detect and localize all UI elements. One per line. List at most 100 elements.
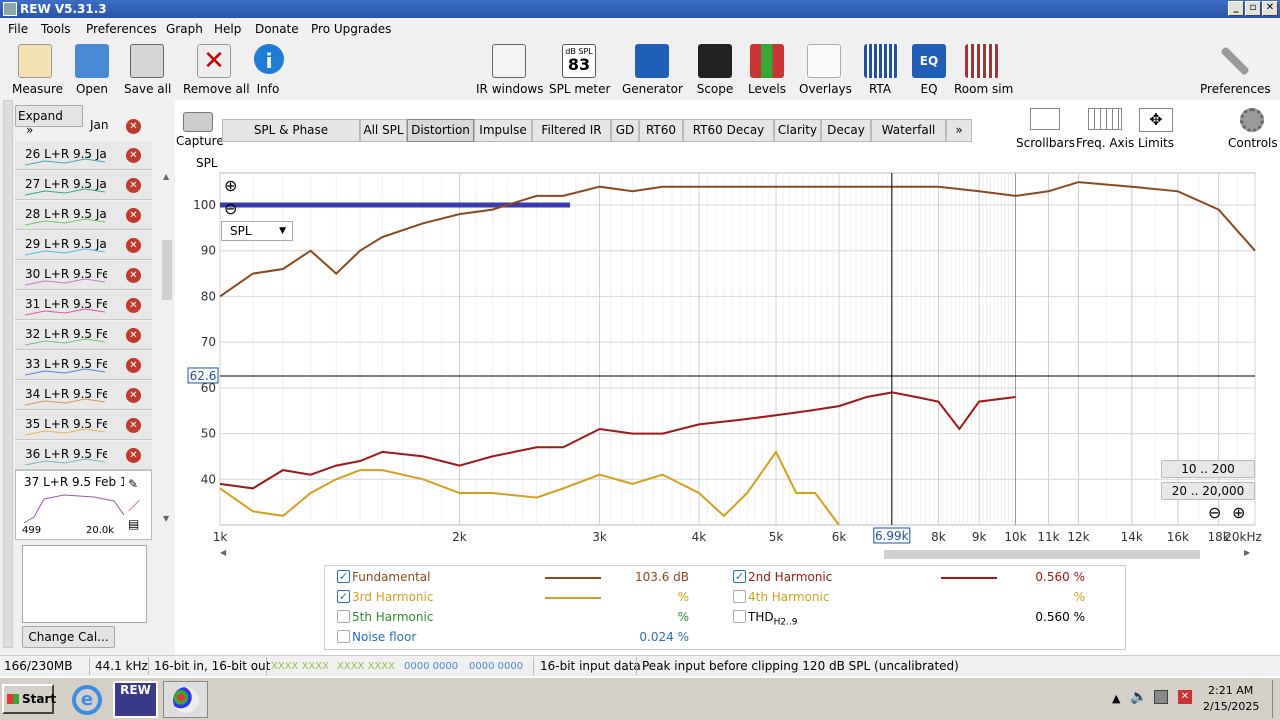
edit-icon[interactable]: ✎ <box>128 477 139 491</box>
tab-all-spl[interactable]: All SPL <box>360 119 407 142</box>
delete-measurement-icon[interactable]: ✕ <box>126 119 141 134</box>
tab-rt60-decay[interactable]: RT60 Decay <box>683 119 774 142</box>
pen-icon[interactable]: ／ <box>128 499 141 513</box>
range-10-200-button[interactable]: 10 .. 200 <box>1161 460 1255 478</box>
generator-button[interactable]: Generator <box>622 44 683 96</box>
h-scroll-thumb[interactable] <box>884 550 1200 559</box>
menu-help[interactable]: Help <box>214 22 242 36</box>
measurement-item[interactable]: 27 L+R 9.5 Jan ✕ <box>15 171 152 200</box>
measurement-item[interactable]: 30 L+R 9.5 Feb ✕ <box>15 261 152 290</box>
freq-axis-button[interactable]: Freq. Axis <box>1076 108 1134 150</box>
save-all-button[interactable]: Save all <box>124 44 171 96</box>
measurement-item[interactable]: 33 L+R 9.5 Feb ✕ <box>15 351 152 380</box>
legend-checkbox[interactable]: ✓ <box>337 590 350 603</box>
menu-preferences[interactable]: Preferences <box>86 22 157 36</box>
legend-checkbox[interactable] <box>733 590 746 603</box>
delete-measurement-icon[interactable]: ✕ <box>126 148 141 163</box>
tab-waterfall[interactable]: Waterfall <box>871 119 946 142</box>
expand-button[interactable]: Expand » <box>15 105 83 137</box>
left-scrollbar[interactable] <box>3 100 13 648</box>
paint-taskbar-button[interactable] <box>163 681 208 718</box>
notes-icon[interactable]: ▤ <box>128 517 140 531</box>
tab-gd[interactable]: GD <box>611 119 639 142</box>
change-cal-button[interactable]: Change Cal... <box>22 626 115 648</box>
network-icon[interactable] <box>1154 690 1168 704</box>
range-20-20000-button[interactable]: 20 .. 20,000 <box>1161 482 1255 500</box>
delete-measurement-icon[interactable]: ✕ <box>126 328 141 343</box>
scroll-up-icon[interactable]: ▲ <box>163 172 170 181</box>
scrollbars-button[interactable]: Scrollbars <box>1016 108 1075 150</box>
maximize-button[interactable]: ▫ <box>1245 1 1261 16</box>
action-center-icon[interactable]: ✕ <box>1178 690 1192 704</box>
tab-more[interactable]: » <box>946 119 972 142</box>
zoom-in-icon[interactable]: ⊕ <box>224 176 238 195</box>
tab-spl-phase[interactable]: SPL & Phase <box>222 119 360 142</box>
zoom-out-x-icon[interactable]: ⊖ <box>1208 503 1222 522</box>
legend-checkbox[interactable]: ✓ <box>337 570 350 583</box>
controls-button[interactable]: Controls <box>1228 108 1278 150</box>
selected-measurement[interactable]: 37 L+R 9.5 Feb 1 499 20.0k ✎ ／ ▤ <box>15 470 152 540</box>
ir-windows-button[interactable]: IR windows <box>476 44 543 96</box>
volume-icon[interactable]: 🔈 <box>1130 689 1148 705</box>
legend-checkbox[interactable] <box>733 610 746 623</box>
delete-measurement-icon[interactable]: ✕ <box>126 358 141 373</box>
menu-tools[interactable]: Tools <box>41 22 71 36</box>
eq-button[interactable]: EQ EQ <box>912 44 946 96</box>
room-sim-button[interactable]: Room sim <box>954 44 1013 96</box>
zoom-out-icon[interactable]: ⊖ <box>224 199 238 218</box>
measurement-item[interactable]: 28 L+R 9.5 Jan ✕ <box>15 201 152 230</box>
measure-button[interactable]: Measure <box>12 44 63 96</box>
measurement-item[interactable]: 32 L+R 9.5 Feb ✕ <box>15 321 152 350</box>
delete-measurement-icon[interactable]: ✕ <box>126 268 141 283</box>
overlays-button[interactable]: Overlays <box>799 44 852 96</box>
scroll-thumb[interactable] <box>162 240 172 300</box>
measurement-item[interactable]: 26 L+R 9.5 Jan ✕ <box>15 141 152 170</box>
levels-button[interactable]: Levels <box>748 44 786 96</box>
delete-measurement-icon[interactable]: ✕ <box>126 448 141 463</box>
menu-pro-upgrades[interactable]: Pro Upgrades <box>311 22 392 36</box>
capture-button[interactable]: Capture <box>176 112 224 148</box>
tab-impulse[interactable]: Impulse <box>474 119 532 142</box>
tab-clarity[interactable]: Clarity <box>774 119 821 142</box>
tab-filtered-ir[interactable]: Filtered IR <box>532 119 611 142</box>
scope-button[interactable]: Scope <box>696 44 734 96</box>
rta-button[interactable]: RTA <box>864 44 898 96</box>
tray-expand-icon[interactable]: ▲ <box>1112 692 1121 705</box>
delete-measurement-icon[interactable]: ✕ <box>126 208 141 223</box>
delete-measurement-icon[interactable]: ✕ <box>126 418 141 433</box>
measurement-item[interactable]: 35 L+R 9.5 Feb ✕ <box>15 411 152 440</box>
delete-measurement-icon[interactable]: ✕ <box>126 238 141 253</box>
menu-donate[interactable]: Donate <box>255 22 299 36</box>
notes-area[interactable] <box>22 545 147 623</box>
tab-distortion[interactable]: Distortion <box>407 119 474 142</box>
delete-measurement-icon[interactable]: ✕ <box>126 298 141 313</box>
tab-rt60[interactable]: RT60 <box>639 119 683 142</box>
menu-file[interactable]: File <box>8 22 29 36</box>
open-button[interactable]: Open <box>74 44 110 96</box>
internet-explorer-icon[interactable]: e <box>72 685 102 715</box>
graph-horizontal-scrollbar[interactable]: ◀ ▶ <box>220 548 1255 561</box>
preferences-button[interactable]: Preferences <box>1200 44 1271 96</box>
remove-all-button[interactable]: ✕ Remove all <box>183 44 250 96</box>
close-button[interactable]: ✕ <box>1262 1 1278 16</box>
info-button[interactable]: i Info <box>254 44 284 96</box>
scroll-down-icon[interactable]: ▼ <box>163 514 170 523</box>
legend-checkbox[interactable] <box>337 610 350 623</box>
minimize-button[interactable]: _ <box>1228 1 1244 16</box>
measurement-item[interactable]: 34 L+R 9.5 Feb ✕ <box>15 381 152 410</box>
menu-graph[interactable]: Graph <box>166 22 203 36</box>
rew-taskbar-button[interactable]: REW <box>113 681 158 718</box>
graph-vertical-scrollbar[interactable]: ▲ ▼ <box>161 172 173 524</box>
delete-measurement-icon[interactable]: ✕ <box>126 388 141 403</box>
measurement-item[interactable]: 29 L+R 9.5 Jan ✕ <box>15 231 152 260</box>
scroll-right-icon[interactable]: ▶ <box>1244 548 1251 557</box>
scroll-left-icon[interactable]: ◀ <box>220 548 227 557</box>
show-desktop-button[interactable] <box>1272 680 1278 718</box>
legend-checkbox[interactable]: ✓ <box>733 570 746 583</box>
limits-button[interactable]: ✥ Limits <box>1138 108 1174 150</box>
start-button[interactable]: Start <box>2 684 56 714</box>
spl-meter-button[interactable]: dB SPL 83 SPL meter <box>549 44 610 96</box>
tab-decay[interactable]: Decay <box>821 119 871 142</box>
legend-checkbox[interactable] <box>337 630 350 643</box>
measurement-item[interactable]: 31 L+R 9.5 Feb ✕ <box>15 291 152 320</box>
